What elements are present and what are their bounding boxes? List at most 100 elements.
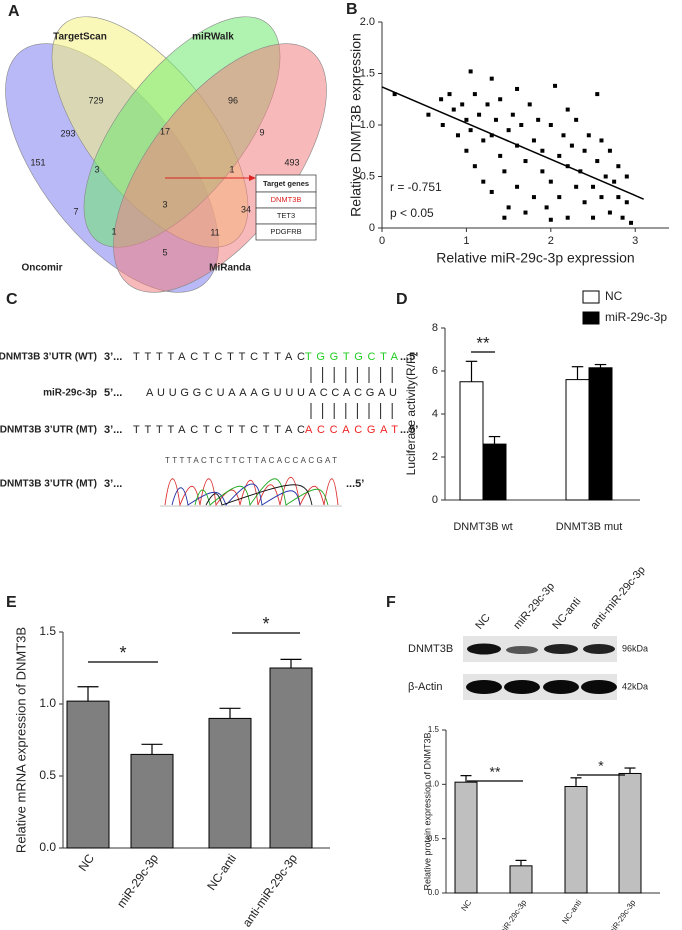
gene: TET3 <box>277 211 295 220</box>
point <box>493 117 498 122</box>
sequence: TTTTACTCTTCTTAC <box>133 351 305 363</box>
x-tick-label: 2 <box>548 235 554 247</box>
y-tick-label: 1.5 <box>428 725 440 734</box>
bar <box>66 700 110 849</box>
point <box>586 133 591 138</box>
y-tick-label: 1.0 <box>428 779 440 788</box>
y-axis-label: Relative mRNA expression of DNMT3B <box>13 627 28 853</box>
point <box>548 179 553 184</box>
point <box>544 205 549 210</box>
x-tick-label: NC-anti <box>204 852 239 893</box>
sequence-end: 3’... <box>104 478 122 490</box>
x-tick-label: miR-29c-3p <box>114 851 161 910</box>
blot-row-label: β-Actin <box>408 681 442 693</box>
point <box>553 83 558 88</box>
set-label: miRWalk <box>192 32 234 43</box>
x-tick-label: 0 <box>379 235 385 247</box>
point <box>574 117 579 122</box>
point <box>515 86 520 91</box>
y-tick-label: 1.5 <box>360 67 375 79</box>
bar <box>454 781 478 894</box>
point <box>607 148 612 153</box>
bar <box>509 865 533 894</box>
region-count: 3 <box>162 199 167 209</box>
point <box>565 107 570 112</box>
y-tick-label: 0.5 <box>428 834 440 843</box>
point <box>612 179 617 184</box>
panel-label: C <box>6 291 18 308</box>
point <box>582 200 587 205</box>
region-count: 5 <box>162 247 167 257</box>
point <box>472 164 477 169</box>
point <box>536 117 541 122</box>
point <box>624 174 629 179</box>
fit-line <box>381 86 644 200</box>
box-cell <box>255 223 317 241</box>
sequence-end: ...5’ <box>400 351 418 363</box>
point <box>464 148 469 153</box>
point <box>468 128 473 133</box>
band <box>581 680 617 694</box>
point <box>565 215 570 220</box>
set-label: MiRanda <box>209 263 251 274</box>
region-count: 293 <box>60 128 75 138</box>
y-tick-label: 1.5 <box>39 624 56 638</box>
bar <box>565 379 590 501</box>
point <box>595 92 600 97</box>
point <box>629 220 634 225</box>
point <box>485 102 490 107</box>
bar <box>269 667 313 849</box>
point <box>440 123 445 127</box>
point <box>489 189 494 194</box>
point <box>447 92 452 97</box>
x-tick-label: NC <box>459 898 473 913</box>
band <box>467 643 501 655</box>
box-title: Target genes <box>263 179 309 188</box>
point <box>540 169 545 174</box>
sequence-label: miR-29c-3p <box>43 388 97 399</box>
band <box>544 644 578 654</box>
point <box>519 123 524 127</box>
x-axis-label: Relative miR-29c-3p expression <box>436 250 634 266</box>
region-count: 3 <box>94 164 99 174</box>
bar <box>482 443 507 501</box>
y-tick-label: 0 <box>432 494 438 506</box>
sequence-label: DNMT3B 3’UTR (MT) <box>0 479 97 490</box>
sequence-label: DNMT3B 3’UTR (MT) <box>0 425 97 436</box>
legend-label: NC <box>605 289 623 303</box>
lane-label: NC <box>473 612 492 632</box>
point <box>591 215 596 220</box>
region-count: 34 <box>241 204 251 214</box>
point <box>548 123 553 127</box>
x-tick-label: anti-miR-29c-3p <box>240 851 301 929</box>
significance: * <box>262 614 269 634</box>
x-tick-label: DNMT3B mut <box>556 521 623 533</box>
point <box>616 195 621 200</box>
sequence: AUUGGCUAAAGUUUACCACGAU <box>146 387 397 399</box>
x-tick-label: NC-anti <box>560 898 583 926</box>
sequence-end: 5’... <box>104 387 122 399</box>
y-tick-label: 0 <box>369 222 375 234</box>
point <box>599 138 604 143</box>
set-label: Oncomir <box>21 263 62 274</box>
legend-label: miR-29c-3p <box>605 310 667 324</box>
region-count: 96 <box>228 95 238 105</box>
significance: * <box>598 758 604 774</box>
significance: ** <box>476 333 490 352</box>
region-count: 493 <box>284 157 299 167</box>
point <box>515 184 520 189</box>
point <box>502 215 507 220</box>
trace-sequence: TTTTACTCTTCTTACACCACGAT <box>165 456 337 465</box>
point <box>557 195 562 200</box>
lane-label: NC-anti <box>550 596 583 632</box>
y-tick-label: 8 <box>432 322 438 334</box>
point <box>540 148 545 153</box>
point <box>464 117 469 122</box>
region-count: 1 <box>111 226 116 236</box>
sequence: TTTTACTCTTCTTAC <box>133 424 305 436</box>
x-tick-label: DNMT3B wt <box>453 521 512 533</box>
point <box>502 169 507 174</box>
y-tick-label: 0.0 <box>428 888 440 897</box>
bar <box>588 367 613 501</box>
